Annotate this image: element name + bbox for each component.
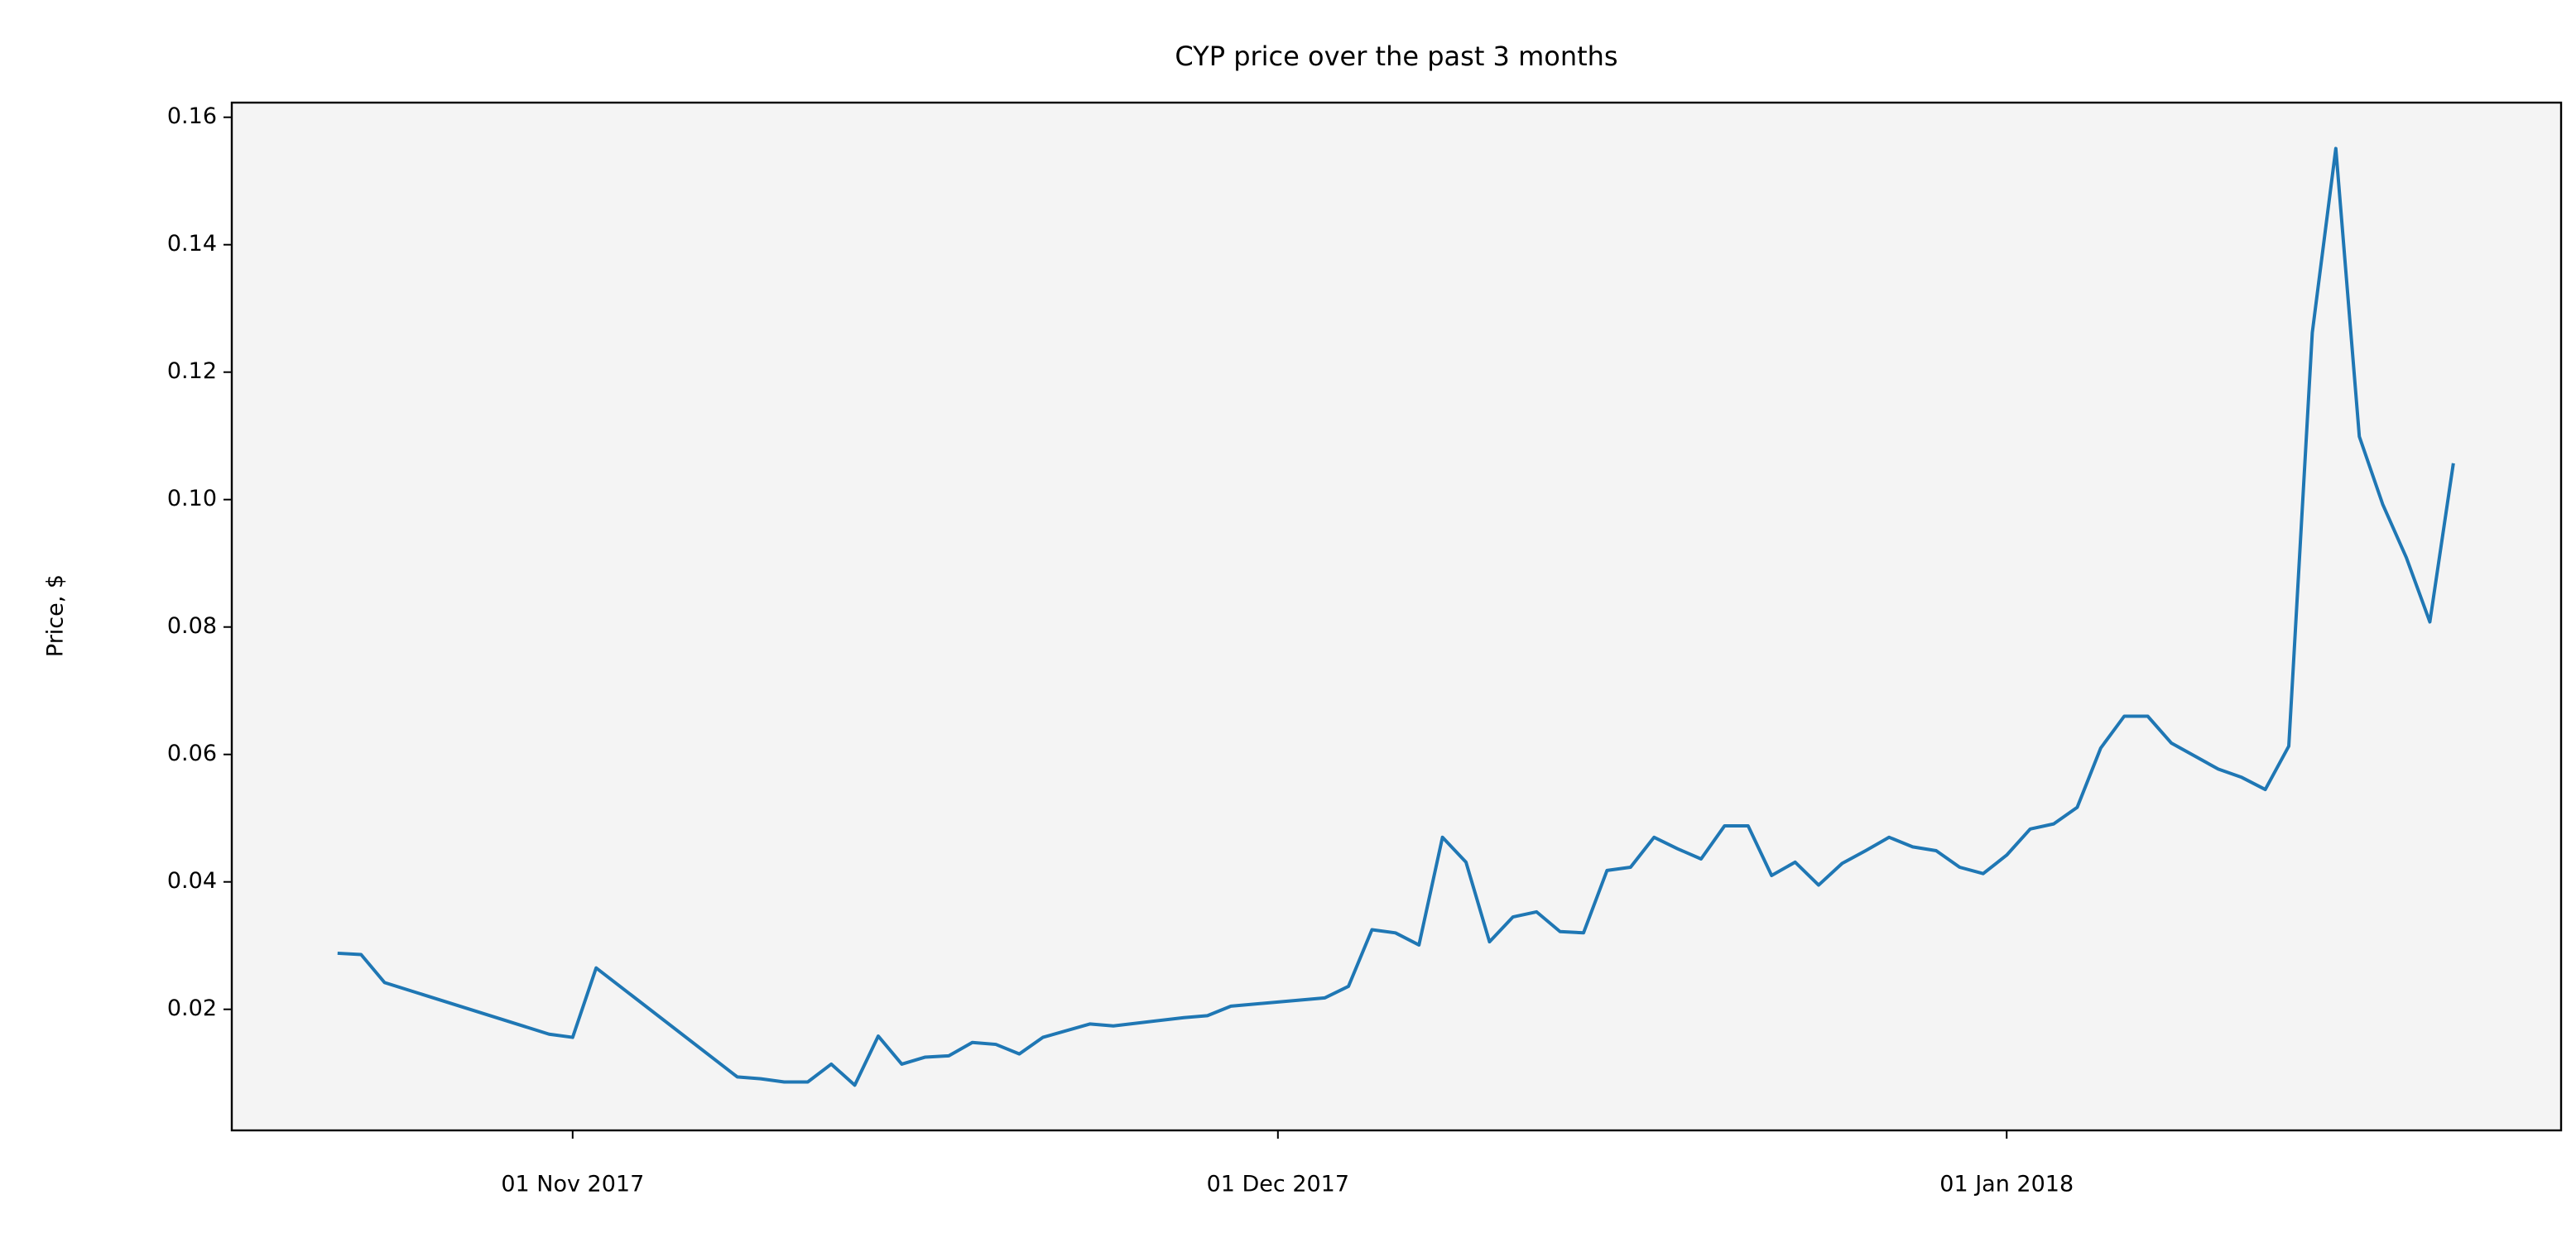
y-tick-label: 0.02 (167, 996, 217, 1021)
y-tick-label: 0.16 (167, 103, 217, 129)
plot-frame (230, 101, 2563, 1132)
x-tick-label: 01 Jan 2018 (1939, 1172, 2074, 1197)
y-tick-label: 0.14 (167, 231, 217, 257)
y-tick-label: 0.06 (167, 741, 217, 766)
x-tick-label: 01 Dec 2017 (1207, 1172, 1349, 1197)
y-axis-label: Price, $ (43, 574, 69, 657)
plot-background (232, 103, 2561, 1130)
y-tick-label: 0.12 (167, 358, 217, 384)
y-tick-label: 0.04 (167, 868, 217, 894)
y-tick-label: 0.10 (167, 486, 217, 511)
x-tick-label: 01 Nov 2017 (501, 1172, 644, 1197)
price-line (337, 146, 2455, 1087)
chart-title: CYP price over the past 3 months (1175, 41, 1617, 72)
y-tick-label: 0.08 (167, 613, 217, 639)
